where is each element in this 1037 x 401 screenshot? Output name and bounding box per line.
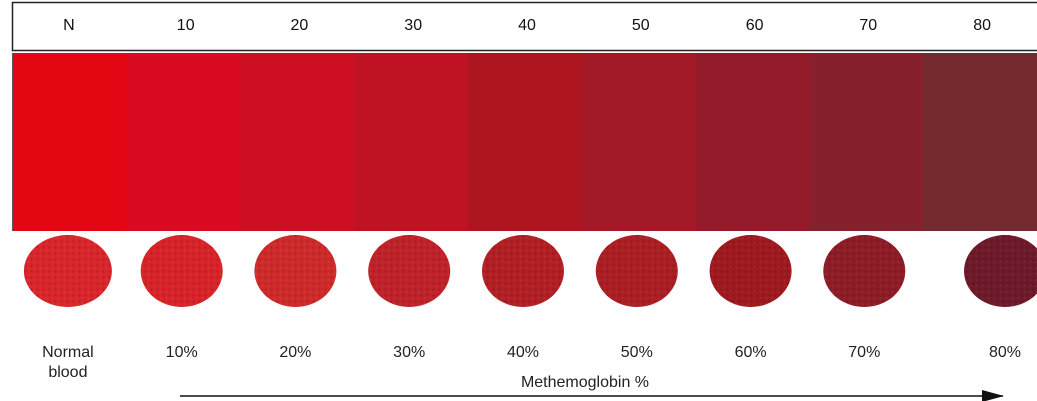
color-swatch xyxy=(468,53,583,231)
header-box xyxy=(11,1,1037,52)
blood-sample xyxy=(254,235,337,307)
percentage-label: 10% xyxy=(166,344,198,361)
percentage-label: 80% xyxy=(989,344,1021,361)
blood-samples xyxy=(23,235,1037,307)
axis-title: Methemoglobin % xyxy=(521,374,649,391)
blood-sample xyxy=(482,235,564,307)
header-label: 70 xyxy=(859,17,877,34)
color-swatch xyxy=(581,53,697,231)
blood-sample xyxy=(823,235,906,307)
header-label: 20 xyxy=(291,17,309,34)
blood-sample xyxy=(23,235,112,307)
color-swatch xyxy=(923,53,1037,231)
percentage-label: 50% xyxy=(621,344,653,361)
blood-sample xyxy=(709,235,792,307)
percentage-label: 20% xyxy=(279,344,311,361)
color-swatch xyxy=(13,53,128,231)
color-swatch xyxy=(695,53,811,231)
header-labels: N 10 20 30 40 50 60 70 80 xyxy=(63,17,991,34)
blood-sample xyxy=(964,235,1037,307)
header-label: 30 xyxy=(404,17,422,34)
blood-sample xyxy=(140,235,223,307)
color-swatch-strip xyxy=(12,53,1037,231)
header-label: 10 xyxy=(177,17,195,34)
percentage-label: blood xyxy=(48,364,87,381)
percentage-label: Normal xyxy=(42,344,94,361)
blood-sample xyxy=(595,235,678,307)
percentage-label: 40% xyxy=(507,344,539,361)
header-label: 80 xyxy=(973,17,991,34)
color-swatch xyxy=(354,53,469,231)
color-swatch xyxy=(126,53,242,231)
header-label: 40 xyxy=(518,17,536,34)
percentage-label: 60% xyxy=(735,344,767,361)
percentage-label: 30% xyxy=(393,344,425,361)
percentage-labels: Normal blood 10% 20% 30% 40% 50% 60% 70% 80% xyxy=(42,344,1021,381)
blood-sample xyxy=(368,235,451,307)
color-swatch xyxy=(240,53,355,231)
percentage-label: 70% xyxy=(848,344,880,361)
color-swatch xyxy=(809,53,924,231)
header-label: N xyxy=(63,17,75,34)
header-label: 60 xyxy=(746,17,764,34)
header-label: 50 xyxy=(632,17,650,34)
